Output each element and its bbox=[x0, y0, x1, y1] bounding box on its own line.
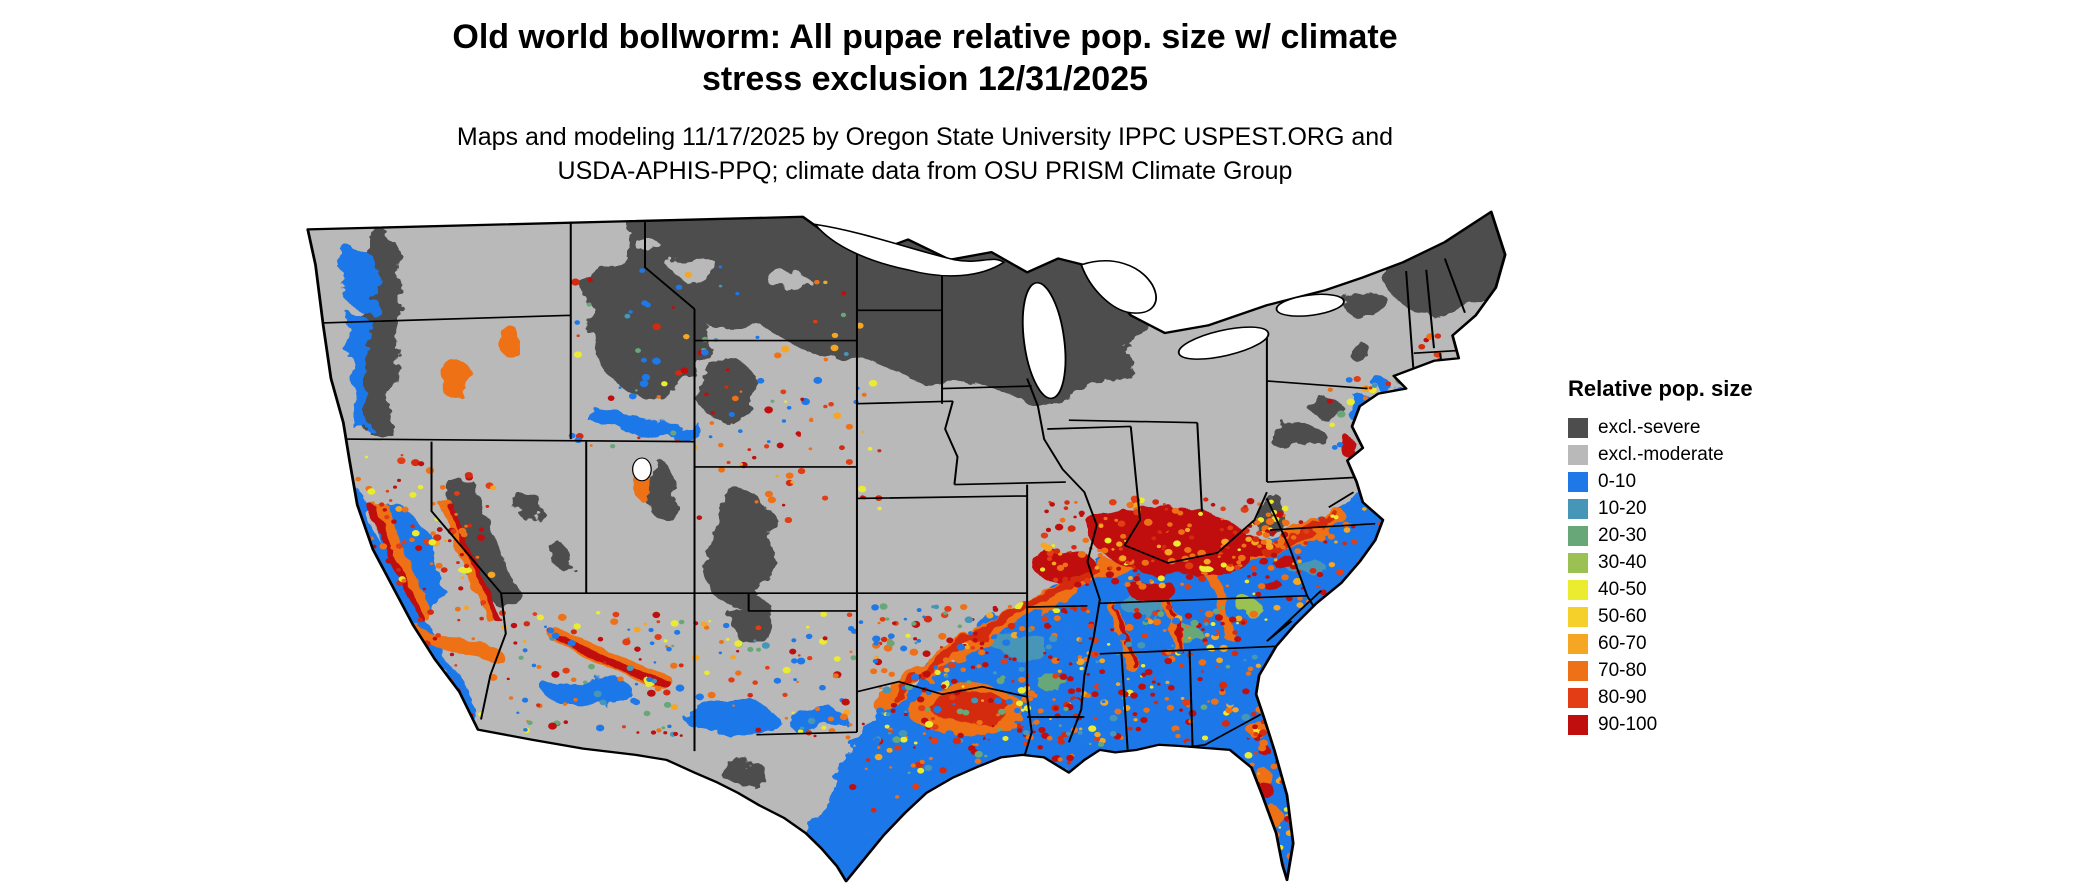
legend-item: 0-10 bbox=[1568, 468, 1753, 495]
legend-swatch bbox=[1568, 579, 1588, 600]
figure-subtitle: Maps and modeling 11/17/2025 by Oregon S… bbox=[0, 120, 1850, 188]
legend-item-label: 60-70 bbox=[1598, 632, 1647, 654]
us-outline bbox=[306, 210, 1507, 883]
great-salt-lake bbox=[632, 457, 652, 482]
legend-item: excl.-severe bbox=[1568, 414, 1753, 441]
legend-item: 60-70 bbox=[1568, 630, 1753, 657]
legend-item: 50-60 bbox=[1568, 603, 1753, 630]
legend: Relative pop. size excl.-severe excl.-mod… bbox=[1568, 376, 1753, 738]
figure-header: Old world bollworm: All pupae relative p… bbox=[0, 16, 1850, 188]
lake-michigan bbox=[1021, 282, 1067, 400]
lake-huron bbox=[1080, 260, 1157, 314]
us-map bbox=[306, 210, 1507, 883]
legend-item: 10-20 bbox=[1568, 495, 1753, 522]
legend-item: 20-30 bbox=[1568, 522, 1753, 549]
legend-item-label: 70-80 bbox=[1598, 659, 1647, 681]
legend-item-label: 0-10 bbox=[1598, 470, 1637, 492]
legend-title: Relative pop. size bbox=[1568, 376, 1753, 401]
legend-item-label: 30-40 bbox=[1598, 551, 1647, 573]
legend-swatch bbox=[1568, 444, 1588, 465]
lake-erie bbox=[1177, 326, 1270, 360]
legend-swatch bbox=[1568, 552, 1588, 573]
legend-swatch bbox=[1568, 498, 1588, 519]
legend-swatch bbox=[1568, 417, 1588, 438]
legend-item-label: 10-20 bbox=[1598, 497, 1647, 519]
state-borders bbox=[323, 214, 1466, 773]
legend-item: 80-90 bbox=[1568, 684, 1753, 711]
lake-ontario bbox=[1275, 293, 1345, 317]
legend-swatch bbox=[1568, 714, 1588, 735]
legend-item: 40-50 bbox=[1568, 576, 1753, 603]
figure-subtitle-line1: Maps and modeling 11/17/2025 by Oregon S… bbox=[456, 123, 1394, 151]
legend-item: 30-40 bbox=[1568, 549, 1753, 576]
figure-subtitle-line2: USDA-APHIS-PPQ; climate data from OSU PR… bbox=[557, 157, 1293, 185]
figure-title-line1: Old world bollworm: All pupae relative p… bbox=[452, 18, 1398, 56]
map-container bbox=[184, 189, 1731, 885]
legend-item: 70-80 bbox=[1568, 657, 1753, 684]
legend-swatch bbox=[1568, 633, 1588, 654]
map-body bbox=[307, 211, 1506, 882]
legend-item-label: 50-60 bbox=[1598, 605, 1647, 627]
legend-item-label: 40-50 bbox=[1598, 578, 1647, 600]
legend-item-label: excl.-moderate bbox=[1598, 443, 1724, 465]
legend-item-label: 90-100 bbox=[1598, 713, 1658, 735]
legend-item-label: 80-90 bbox=[1598, 686, 1647, 708]
legend-swatch bbox=[1568, 660, 1588, 681]
figure-title: Old world bollworm: All pupae relative p… bbox=[0, 16, 1850, 100]
legend-swatch bbox=[1568, 525, 1588, 546]
great-lakes bbox=[632, 223, 1345, 482]
figure-title-line2: stress exclusion 12/31/2025 bbox=[701, 60, 1149, 98]
legend-swatch bbox=[1568, 471, 1588, 492]
legend-item-label: 20-30 bbox=[1598, 524, 1647, 546]
lake-superior bbox=[813, 223, 1006, 277]
legend-items: excl.-severe excl.-moderate 0-10 10-20 20-30… bbox=[1568, 414, 1753, 738]
legend-item: 90-100 bbox=[1568, 711, 1753, 738]
legend-swatch bbox=[1568, 687, 1588, 708]
map-region-excl-moderate-patches bbox=[635, 239, 808, 289]
legend-item-label: excl.-severe bbox=[1598, 416, 1701, 438]
legend-swatch bbox=[1568, 606, 1588, 627]
legend-item: excl.-moderate bbox=[1568, 441, 1753, 468]
